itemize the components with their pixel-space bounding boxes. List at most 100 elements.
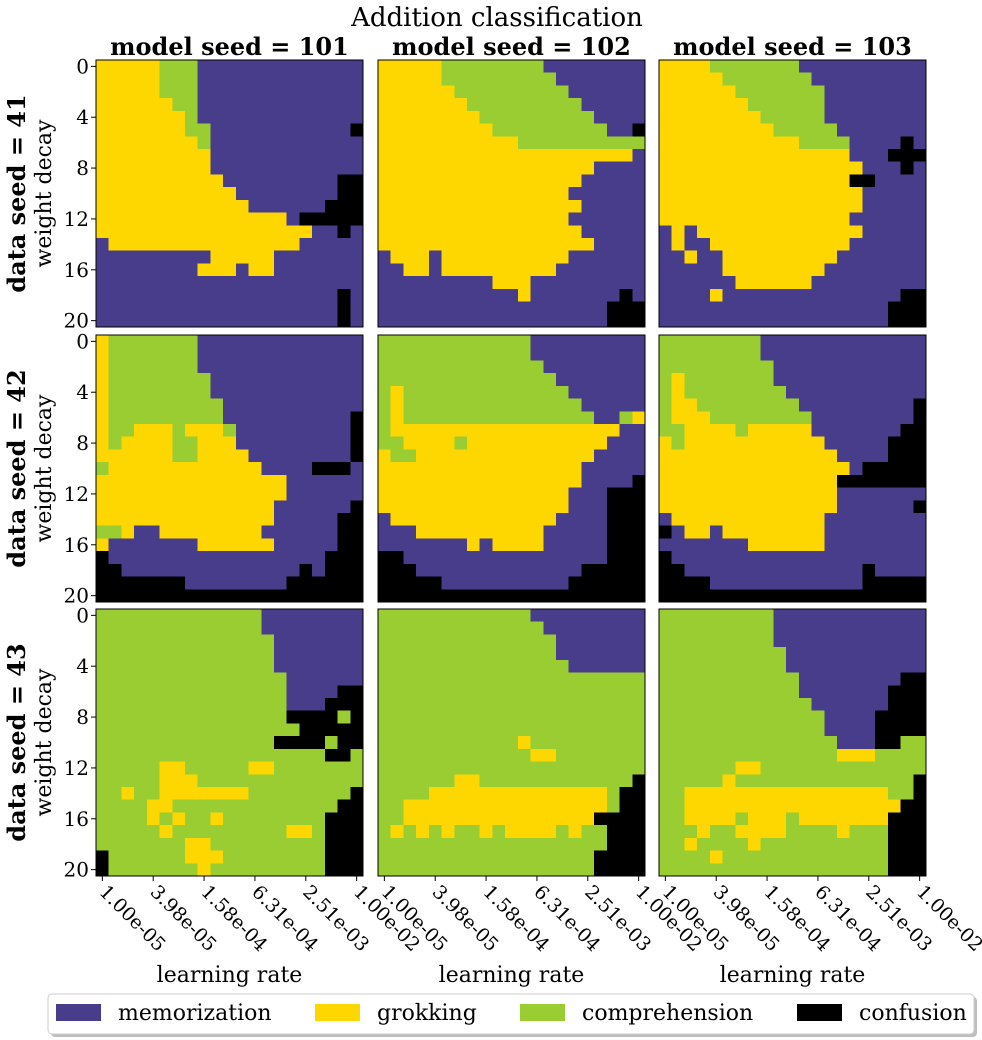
heatmap-cell	[824, 837, 838, 852]
heatmap-cell	[337, 212, 351, 226]
heatmap-cell	[172, 863, 186, 877]
heatmap-cell	[286, 748, 301, 763]
heatmap-cell	[735, 525, 749, 540]
heatmap-cell	[697, 301, 711, 315]
heatmap-cell	[134, 301, 148, 315]
heatmap-cell	[248, 385, 262, 400]
heatmap-cell	[350, 672, 364, 686]
heatmap-cell	[454, 500, 468, 514]
heatmap-cell	[709, 589, 724, 603]
heatmap-cell	[619, 174, 633, 188]
heatmap-cell	[403, 98, 417, 112]
heatmap-cell	[454, 250, 468, 265]
heatmap-cell	[248, 263, 262, 277]
heatmap-cell	[378, 424, 392, 438]
heatmap-cell	[390, 436, 405, 451]
heatmap-cell	[568, 123, 583, 137]
heatmap-cell	[697, 360, 711, 374]
heatmap-cell	[350, 288, 364, 303]
heatmap-cell	[454, 812, 468, 826]
heatmap-cell	[210, 609, 224, 623]
heatmap-cell	[454, 449, 468, 463]
heatmap-cell	[773, 250, 787, 265]
heatmap-cell	[274, 98, 288, 112]
heatmap-cell	[299, 787, 313, 801]
heatmap-cell	[632, 787, 646, 801]
heatmap-cell	[722, 723, 736, 737]
heatmap-cell	[543, 525, 557, 540]
heatmap-cell	[261, 335, 275, 349]
heatmap-cell	[875, 149, 889, 163]
heatmap-cell	[441, 647, 455, 661]
heatmap-cell	[837, 72, 851, 87]
heatmap-cell	[299, 799, 313, 814]
heatmap-cell	[632, 825, 646, 839]
heatmap-cell	[479, 238, 494, 252]
heatmap-cell	[172, 212, 186, 226]
heatmap-cell	[492, 462, 506, 476]
heatmap-cell	[350, 736, 364, 750]
heatmap-cell	[887, 685, 902, 699]
heatmap-cell	[887, 723, 902, 737]
heatmap-cell	[811, 462, 825, 476]
heatmap-cell	[248, 799, 262, 814]
heatmap-cell	[197, 525, 212, 540]
heatmap-cell	[773, 812, 787, 826]
heatmap-cell	[299, 647, 313, 661]
heatmap-cell	[479, 647, 494, 661]
heatmap-cell	[159, 110, 173, 125]
heatmap-cell	[811, 474, 825, 489]
heatmap-cell	[454, 360, 468, 374]
heatmap-cell	[606, 360, 621, 374]
heatmap-cell	[261, 449, 275, 463]
heatmap-cell	[274, 212, 288, 226]
heatmap-cell	[619, 301, 633, 315]
heatmap-cell	[748, 774, 762, 788]
heatmap-cell	[350, 72, 364, 87]
heatmap-cell	[505, 373, 519, 387]
heatmap-cell	[274, 685, 288, 699]
heatmap-cell	[581, 238, 595, 252]
heatmap-cell	[274, 263, 288, 277]
heatmap-cell	[324, 436, 339, 451]
heatmap-cell	[824, 263, 838, 277]
heatmap-cell	[378, 525, 392, 540]
heatmap-cell	[312, 837, 326, 852]
heatmap-cell	[403, 474, 417, 489]
heatmap-cell	[671, 225, 686, 239]
heatmap-cell	[261, 136, 275, 150]
heatmap-cell	[454, 609, 468, 623]
heatmap-cell	[299, 487, 313, 501]
heatmap-panel: 1.00e-053.98e-051.58e-046.31e-042.51e-03…	[377, 608, 706, 988]
heatmap-cell	[849, 659, 864, 674]
heatmap-cell	[350, 424, 364, 438]
heatmap-cell	[543, 863, 557, 877]
heatmap-cell	[235, 72, 250, 87]
heatmap-cell	[312, 373, 326, 387]
heatmap-cell	[492, 301, 506, 315]
heatmap-cell	[900, 787, 914, 801]
heatmap-cell	[722, 538, 736, 552]
heatmap-cell	[416, 314, 430, 328]
heatmap-cell	[312, 736, 326, 750]
heatmap-cell	[913, 385, 927, 400]
heatmap-cell	[324, 385, 339, 400]
heatmap-cell	[428, 161, 443, 176]
heatmap-cell	[798, 136, 813, 150]
heatmap-cell	[286, 263, 301, 277]
heatmap-cell	[274, 335, 288, 349]
heatmap-cell	[454, 398, 468, 412]
heatmap-cell	[913, 513, 927, 527]
heatmap-cell	[556, 98, 570, 112]
heatmap-cell	[378, 373, 392, 387]
heatmap-cell	[378, 462, 392, 476]
heatmap-cell	[350, 174, 364, 188]
heatmap-cell	[96, 161, 110, 176]
heatmap-cell	[594, 263, 608, 277]
heatmap-cell	[671, 487, 686, 501]
heatmap-cell	[862, 685, 876, 699]
heatmap-cell	[235, 621, 250, 636]
heatmap-cell	[428, 288, 443, 303]
heatmap-cell	[467, 199, 481, 214]
heatmap-cell	[299, 360, 313, 374]
